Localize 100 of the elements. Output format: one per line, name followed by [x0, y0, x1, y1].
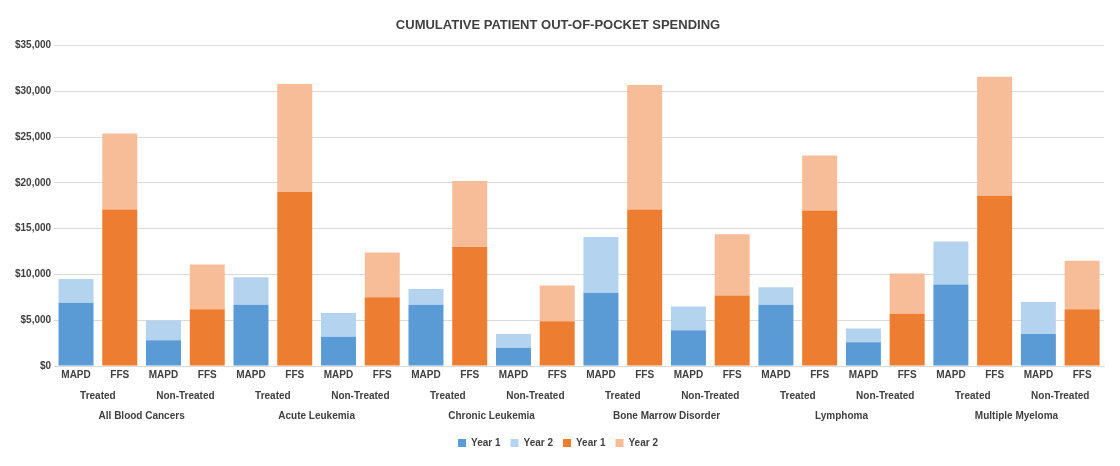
bar	[102, 209, 138, 366]
x-tick-label: MAPD	[936, 368, 966, 380]
text: Treated	[954, 389, 991, 401]
text: Non-Treated	[1031, 389, 1090, 401]
bar	[758, 287, 794, 305]
x-tick-label: FFS	[110, 368, 130, 380]
x-tick-label: MAPD	[498, 368, 529, 380]
x-tick-label: FFS	[285, 368, 305, 380]
bar	[364, 297, 400, 366]
x-tick-label: MAPD	[411, 368, 441, 380]
legend-label: Year 2	[523, 436, 554, 448]
y-tick-label: $30,000	[14, 85, 52, 97]
x-tick-label: FFS	[635, 368, 655, 380]
x-tick-label: MAPD	[236, 368, 266, 380]
text: Lymphoma	[815, 409, 869, 421]
x-tick-label: FFS	[460, 368, 480, 380]
text: Non-Treated	[156, 389, 215, 401]
bar	[58, 279, 94, 303]
bar	[364, 252, 400, 298]
bar	[277, 192, 313, 366]
bar	[452, 246, 488, 366]
text: Chronic Leukemia	[448, 409, 536, 421]
text: All Blood Cancers	[98, 409, 186, 421]
bar	[146, 320, 182, 341]
text: Acute Leukemia	[278, 409, 356, 421]
legend-label: Year 2	[628, 436, 659, 448]
bar	[1020, 301, 1056, 334]
text: Multiple Myeloma	[974, 409, 1059, 421]
bar	[408, 304, 444, 366]
bar	[189, 264, 225, 310]
y-tick-label: $35,000	[14, 39, 52, 51]
bar	[977, 76, 1013, 196]
bar	[627, 209, 663, 366]
bar	[802, 155, 838, 211]
text: Treated	[80, 389, 116, 401]
x-tick-label: FFS	[372, 368, 392, 380]
x-tick-label: MAPD	[848, 368, 879, 380]
text: Non-Treated	[331, 389, 390, 401]
y-tick-label: $20,000	[14, 176, 52, 188]
x-tick-label: MAPD	[148, 368, 179, 380]
bar	[233, 304, 269, 366]
bar	[539, 321, 575, 366]
bar	[714, 295, 750, 366]
bar	[845, 342, 881, 366]
bar	[845, 328, 881, 343]
x-tick-label: MAPD	[761, 368, 791, 380]
text: Non-Treated	[681, 389, 740, 401]
x-tick-label: MAPD	[1023, 368, 1054, 380]
bar	[58, 302, 94, 366]
bar	[714, 234, 750, 296]
bar	[802, 210, 838, 366]
chart-title: CUMULATIVE PATIENT OUT-OF-POCKET SPENDING	[395, 17, 721, 33]
bar	[1020, 333, 1056, 366]
bar	[670, 306, 706, 331]
bar	[583, 236, 619, 293]
bar	[977, 195, 1013, 366]
bar	[758, 304, 794, 366]
bar	[933, 241, 969, 285]
text: Treated	[430, 389, 466, 401]
bar	[1064, 309, 1100, 366]
x-tick-label: MAPD	[61, 368, 91, 380]
y-tick-label: $5,000	[20, 313, 52, 325]
bar	[277, 84, 313, 193]
text: Treated	[605, 389, 641, 401]
bar	[1064, 260, 1100, 310]
bar	[146, 340, 182, 366]
bar	[495, 347, 531, 366]
text: Treated	[255, 389, 291, 401]
legend-label: Year 1	[471, 436, 501, 448]
x-tick-label: FFS	[897, 368, 917, 380]
bar	[495, 333, 531, 348]
bar	[539, 285, 575, 322]
x-tick-label: MAPD	[323, 368, 354, 380]
x-tick-label: MAPD	[586, 368, 616, 380]
bar	[408, 289, 444, 305]
x-tick-label: FFS	[197, 368, 218, 380]
bar	[233, 277, 269, 305]
text: Non-Treated	[856, 389, 915, 401]
bar	[933, 284, 969, 366]
bar	[320, 336, 356, 366]
x-tick-label: MAPD	[673, 368, 704, 380]
bar	[189, 309, 225, 366]
text: Non-Treated	[506, 389, 565, 401]
y-tick-label: $10,000	[14, 268, 52, 280]
legend-label: Year 1	[576, 436, 606, 448]
x-tick-label: FFS	[985, 368, 1005, 380]
x-tick-label: FFS	[547, 368, 567, 380]
bar	[627, 84, 663, 210]
bar	[889, 273, 925, 314]
bar	[102, 133, 138, 210]
y-tick-label: $0	[40, 359, 52, 371]
bar	[320, 312, 356, 337]
text: Bone Marrow Disorder	[612, 409, 721, 421]
bar	[670, 330, 706, 366]
text: Treated	[780, 389, 816, 401]
x-tick-label: FFS	[1072, 368, 1092, 380]
x-tick-label: FFS	[722, 368, 742, 380]
bar	[452, 181, 488, 247]
x-tick-label: FFS	[810, 368, 830, 380]
y-tick-label: $25,000	[14, 130, 52, 142]
